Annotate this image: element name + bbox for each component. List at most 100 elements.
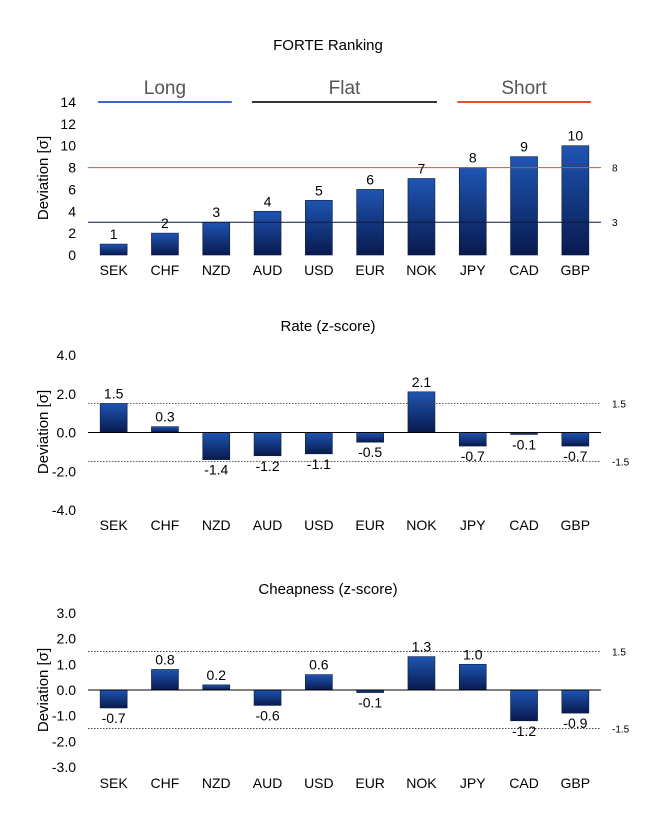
data-label: -1.2	[512, 723, 536, 739]
y-tick-label: -4.0	[52, 502, 76, 518]
chart-title: FORTE Ranking	[273, 37, 383, 54]
data-label: 10	[568, 128, 584, 144]
category-label: NOK	[406, 262, 437, 278]
category-label: AUD	[253, 517, 283, 533]
bar-jpy	[458, 664, 487, 691]
y-axis-label: Deviation [σ]	[35, 648, 52, 732]
category-label: GBP	[561, 517, 591, 533]
bar-aud	[253, 689, 282, 706]
bar-nzd	[202, 221, 231, 256]
data-label: 0.8	[155, 651, 175, 667]
y-tick-label: 8	[68, 160, 76, 176]
y-tick-label: 0	[68, 247, 76, 263]
category-label: USD	[304, 517, 334, 533]
category-label: CAD	[509, 262, 539, 278]
y-tick-label: 4	[68, 203, 76, 219]
data-label: 2.1	[412, 374, 432, 390]
y-tick-label: -2.0	[52, 463, 76, 479]
bar-nzd	[202, 432, 231, 460]
category-label: NOK	[406, 775, 437, 791]
category-label: NZD	[202, 775, 231, 791]
category-label: NOK	[406, 517, 437, 533]
y-tick-label: 10	[60, 138, 76, 154]
reference-line-label: 8	[612, 164, 618, 175]
bar-usd	[305, 674, 333, 691]
bar-eur	[356, 432, 384, 443]
category-label: AUD	[253, 262, 283, 278]
category-label: NZD	[202, 262, 231, 278]
category-label: GBP	[561, 262, 591, 278]
data-label: 0.6	[309, 657, 329, 673]
chart-title: Rate (z-score)	[280, 318, 375, 335]
category-label: CHF	[151, 517, 180, 533]
category-label: USD	[304, 262, 334, 278]
y-tick-label: 4.0	[57, 347, 77, 363]
group-label-long: Long	[144, 78, 186, 99]
plot-area: -4.0 -2.0 0.0 2.0 4.0 1.5 -1.5 1.5 0.3 -1.4 -1.2 -1…	[52, 347, 630, 533]
data-label: 2	[161, 215, 169, 231]
bar-chf	[151, 426, 179, 433]
bar-nok	[407, 178, 436, 256]
data-label: 7	[418, 161, 426, 177]
data-label: 4	[264, 193, 272, 209]
chart-forte-ranking: FORTE Ranking Deviation [σ] 024681012148…	[35, 37, 618, 278]
category-label: CAD	[509, 517, 539, 533]
group-label-flat: Flat	[329, 78, 361, 99]
category-label: EUR	[355, 517, 385, 533]
data-label: -0.7	[461, 448, 485, 464]
category-label: SEK	[100, 262, 129, 278]
category-label: GBP	[561, 775, 591, 791]
category-label: SEK	[100, 775, 129, 791]
category-label: EUR	[355, 775, 385, 791]
data-label: 6	[366, 171, 374, 187]
chart-title: Cheapness (z-score)	[258, 581, 397, 598]
reference-line-label: 1.5	[612, 399, 626, 410]
bar-sek	[99, 689, 128, 709]
data-label: 0.3	[155, 409, 175, 425]
data-label: -1.2	[255, 458, 279, 474]
category-label: CAD	[509, 775, 539, 791]
data-label: 1.0	[463, 646, 483, 662]
data-label: -1.4	[204, 462, 228, 478]
y-tick-label: -3.0	[52, 759, 76, 775]
data-label: 5	[315, 182, 323, 198]
y-tick-label: 0.0	[57, 682, 77, 698]
y-axis-label: Deviation [σ]	[35, 136, 52, 220]
data-label: 1.3	[412, 639, 432, 655]
category-label: SEK	[100, 517, 129, 533]
bar-aud	[253, 432, 282, 457]
reference-line-label: 3	[612, 218, 618, 229]
y-tick-label: 6	[68, 181, 76, 197]
reference-line-label: -1.5	[612, 458, 630, 469]
bar-chf	[151, 669, 179, 691]
chart-cheapness-zscore: Cheapness (z-score) Deviation [σ] -3.0 -2…	[35, 581, 630, 791]
plot-area: -3.0 -2.0 -1.0 0.0 1.0 2.0 3.0 1.5 -1.5 -0.7 0.8 0.…	[52, 605, 630, 791]
category-label: NZD	[202, 517, 231, 533]
y-tick-label: 0.0	[57, 425, 77, 441]
bar-sek	[99, 243, 128, 256]
data-label: -0.7	[102, 710, 126, 726]
category-label: CHF	[151, 775, 180, 791]
data-label: -0.1	[512, 436, 536, 452]
reference-line-label: -1.5	[612, 725, 630, 736]
chart-rate-zscore: Rate (z-score) Deviation [σ] -4.0 -2.0 0.0…	[35, 318, 630, 533]
bar-aud	[253, 210, 282, 256]
data-label: -0.1	[358, 695, 382, 711]
data-label: 8	[469, 150, 477, 166]
data-label: -0.5	[358, 444, 382, 460]
y-tick-label: 2	[68, 225, 76, 241]
category-label: JPY	[460, 517, 486, 533]
category-label: JPY	[460, 262, 486, 278]
bar-gbp	[561, 432, 590, 447]
group-label-short: Short	[501, 78, 547, 99]
data-label: 3	[212, 204, 220, 220]
category-label: CHF	[151, 262, 180, 278]
y-tick-label: -2.0	[52, 733, 76, 749]
bar-jpy	[458, 432, 487, 447]
data-label: 1.5	[104, 385, 124, 401]
category-label: USD	[304, 775, 334, 791]
category-label: EUR	[355, 262, 385, 278]
bar-gbp	[561, 689, 590, 714]
